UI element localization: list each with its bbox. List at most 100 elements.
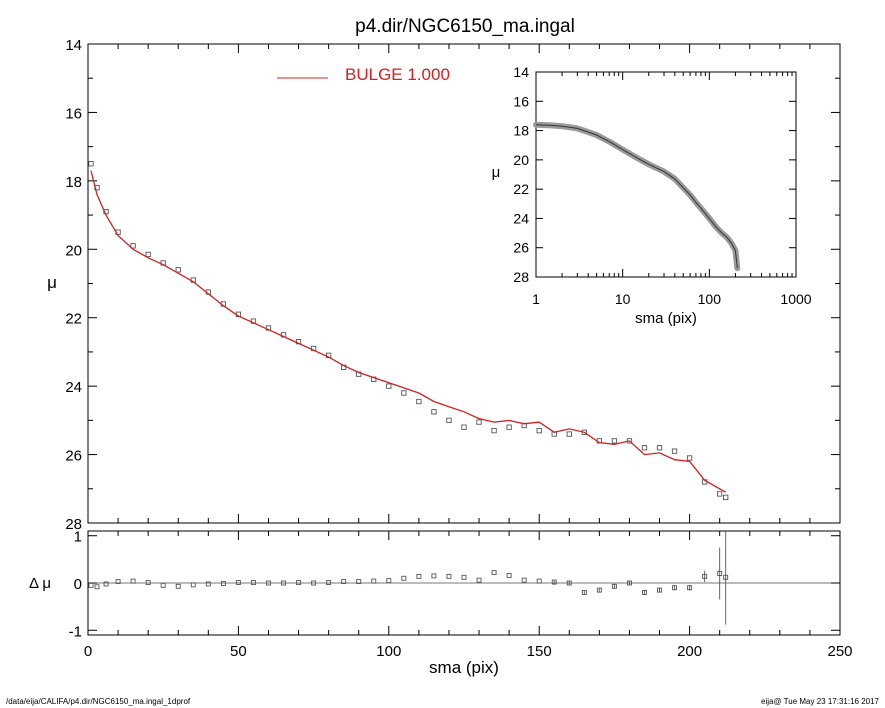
residual-data-point	[566, 580, 572, 586]
residual-data-point	[642, 590, 647, 595]
residual-data-point	[103, 581, 109, 587]
footer-path: /data/eija/CALIFA/p4.dir/NGC6150_ma.inga…	[6, 697, 191, 706]
residual-data-points	[88, 531, 729, 625]
main-data-point	[611, 438, 618, 444]
inset-y-tick-labels: 14 16 18 20 22 24 26 28	[513, 64, 529, 285]
residual-data-point	[551, 579, 557, 585]
residual-data-point	[446, 573, 452, 579]
inset-y-tick-label: 26	[513, 240, 529, 256]
residual-data-point	[220, 581, 226, 586]
residual-data-point	[175, 583, 181, 589]
residual-y-axis-label: Δ μ	[29, 575, 51, 592]
main-data-point	[686, 455, 693, 461]
residual-data-point	[461, 574, 467, 580]
residual-y-tick-label: -1	[69, 623, 82, 640]
residual-data-point	[596, 587, 602, 593]
residual-data-point	[356, 579, 362, 585]
inset-x-tick-label: 1	[532, 291, 540, 307]
residual-data-point	[296, 580, 302, 585]
residual-y-tick-label: 1	[74, 529, 82, 546]
main-data-point	[130, 243, 136, 249]
residual-data-point	[626, 580, 632, 586]
main-y-tick-label: 18	[65, 174, 82, 191]
main-data-point	[671, 448, 678, 454]
inset-y-tick-label: 18	[513, 123, 529, 139]
residual-data-point	[386, 578, 392, 584]
main-data-point	[566, 431, 572, 437]
residual-data-point	[611, 583, 617, 589]
main-y-tick-label: 20	[65, 242, 82, 259]
residual-data-point	[130, 578, 136, 584]
residual-x-tick-label: 100	[376, 643, 401, 660]
residual-data-point	[723, 574, 729, 580]
main-y-tick-label: 14	[65, 37, 82, 54]
inset-x-axis-label: sma (pix)	[635, 310, 697, 327]
residual-data-point	[326, 580, 332, 585]
main-data-point	[656, 445, 663, 451]
main-data-point	[723, 494, 729, 500]
main-data-point	[446, 417, 452, 424]
figure-title: p4.dir/NGC6150_ma.ingal	[355, 16, 575, 37]
residual-data-point	[491, 570, 497, 576]
residual-data-point	[235, 580, 241, 585]
inset-x-tick-label: 100	[698, 291, 722, 307]
residual-data-point	[401, 575, 407, 581]
main-y-tick-label: 16	[65, 105, 82, 122]
bulge-model-line	[90, 170, 727, 493]
inset-y-tick-label: 14	[513, 64, 529, 80]
inset-y-tick-label: 22	[513, 181, 529, 197]
main-data-point	[641, 445, 648, 451]
main-data-point	[491, 427, 497, 434]
inset-y-tick-label: 24	[513, 210, 529, 226]
residual-data-point	[476, 577, 482, 583]
inset-profile-line	[535, 124, 738, 269]
residual-data-point	[536, 578, 542, 584]
inset-panel: 14 16 18 20 22 24 26 28 1 10 100 1000 μ sma (pix)	[492, 64, 812, 327]
residual-data-point	[266, 580, 271, 586]
main-data-point	[461, 424, 467, 430]
main-y-axis-label: μ	[47, 273, 57, 292]
residual-data-point	[94, 584, 100, 590]
residual-y-tick-labels: -1 0 1	[69, 529, 82, 641]
inset-y-tick-label: 16	[513, 93, 529, 109]
residual-data-point	[521, 577, 527, 583]
residual-x-tick-label: 50	[230, 643, 247, 660]
main-data-point	[506, 424, 512, 430]
residual-data-point	[657, 587, 662, 593]
footer-timestamp: eija@ Tue May 23 17:31:16 2017	[761, 697, 879, 706]
residual-x-tick-label: 150	[527, 643, 552, 660]
residual-data-point	[702, 573, 708, 579]
residual-x-axis-label: sma (pix)	[429, 658, 499, 677]
legend-label: BULGE 1.000	[345, 65, 450, 84]
residual-x-tick-labels: 0 50 100 150 200 250	[84, 643, 853, 660]
inset-y-tick-label: 28	[513, 269, 529, 285]
residual-data-point	[160, 582, 166, 588]
residual-data-point	[311, 580, 317, 586]
residual-data-point	[250, 580, 256, 585]
main-data-point	[416, 398, 422, 405]
residual-data-point	[672, 585, 678, 591]
inset-axes-frame	[535, 71, 797, 278]
main-data-point	[401, 390, 407, 396]
main-y-tick-label: 24	[65, 379, 82, 396]
main-y-tick-labels: 14 16 18 20 22 24 26 28	[65, 37, 82, 533]
residual-data-point	[416, 573, 422, 579]
inset-y-tick-label: 20	[513, 152, 529, 168]
residual-data-point	[88, 582, 94, 588]
main-y-tick-label: 28	[65, 516, 82, 533]
residual-data-point	[687, 585, 693, 591]
residual-data-point	[205, 581, 211, 587]
main-data-point	[536, 427, 542, 434]
residual-x-tick-label: 250	[827, 643, 852, 660]
main-y-tick-label: 22	[65, 311, 82, 328]
residual-data-point	[506, 572, 512, 578]
main-y-tick-label: 26	[65, 448, 82, 465]
residual-data-point	[190, 582, 196, 588]
main-ticks	[87, 43, 841, 524]
residual-data-point	[371, 578, 377, 584]
main-data-point	[175, 267, 181, 273]
residual-x-tick-label: 0	[84, 643, 92, 660]
residual-data-point	[341, 579, 347, 585]
residual-data-point	[581, 590, 587, 595]
